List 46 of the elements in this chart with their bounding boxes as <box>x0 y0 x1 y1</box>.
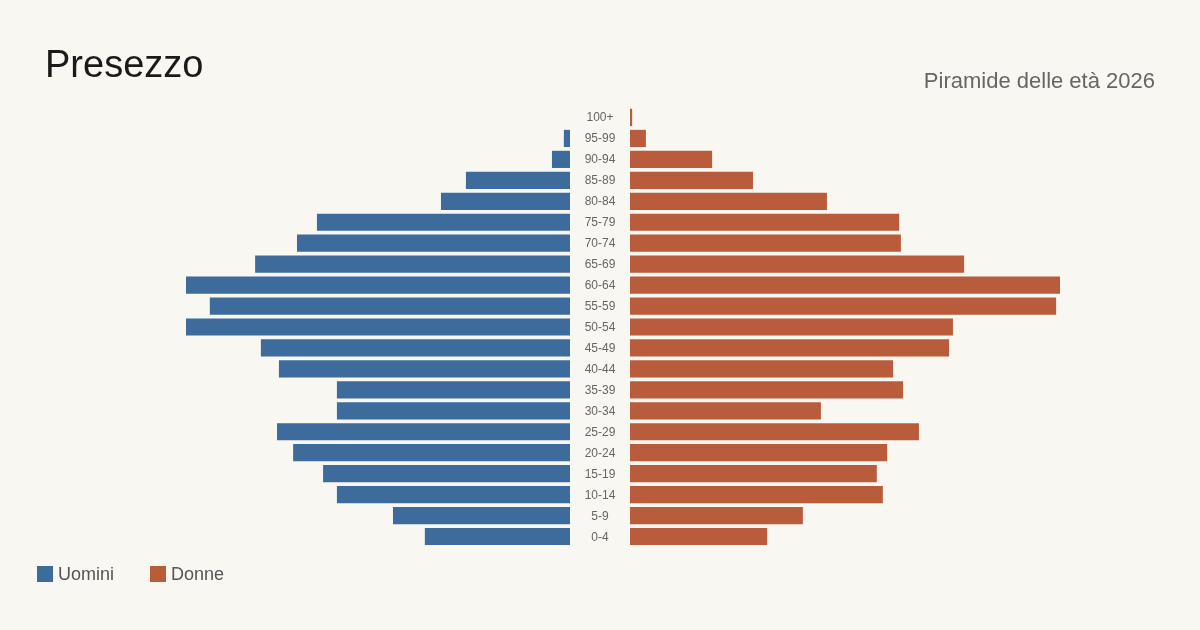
bar <box>630 255 965 273</box>
bar <box>630 402 821 420</box>
y-tick-label: 25-29 <box>584 424 616 439</box>
chart-subtitle: Piramide delle età 2026 <box>923 67 1156 93</box>
bar <box>630 465 877 483</box>
y-tick-label: 90-94 <box>584 152 616 167</box>
y-tick-label: 75-79 <box>584 215 616 230</box>
y-tick-label: 95-99 <box>584 131 616 146</box>
chart-title: Presezzo <box>45 43 204 85</box>
y-tick-label: 45-49 <box>584 340 616 355</box>
legend-label: Uomini <box>58 564 115 584</box>
y-tick-label: 55-59 <box>584 299 616 314</box>
bar <box>630 339 950 357</box>
legend-label: Donne <box>171 564 225 584</box>
y-tick-label: 5-9 <box>591 508 609 523</box>
y-tick-label: 70-74 <box>584 236 616 251</box>
bar <box>630 381 904 399</box>
bar <box>630 444 888 462</box>
bar <box>630 234 901 252</box>
y-tick-label: 40-44 <box>584 361 616 376</box>
y-tick-label: 0-4 <box>591 529 609 544</box>
bar <box>630 171 753 189</box>
bar <box>630 360 894 378</box>
y-tick-label: 80-84 <box>584 194 616 209</box>
y-tick-label: 100+ <box>586 110 614 125</box>
bar <box>630 423 919 441</box>
bar <box>630 192 827 210</box>
bar <box>630 129 646 148</box>
y-tick-label: 30-34 <box>584 403 616 418</box>
bar <box>630 213 900 231</box>
bar <box>630 276 1060 294</box>
bar <box>630 108 633 127</box>
y-tick-label: 10-14 <box>584 487 616 502</box>
y-tick-label: 60-64 <box>584 278 616 293</box>
y-tick-label: 35-39 <box>584 382 616 397</box>
bar <box>630 297 1057 315</box>
bar <box>630 150 713 168</box>
y-tick-label: 15-19 <box>584 466 616 481</box>
y-tick-label: 85-89 <box>584 173 616 188</box>
y-tick-label: 50-54 <box>584 320 616 334</box>
bar <box>630 318 953 336</box>
bar <box>630 486 883 504</box>
y-tick-label: 65-69 <box>584 257 616 272</box>
bar <box>630 506 803 525</box>
bar <box>630 527 768 546</box>
y-tick-label: 20-24 <box>584 445 616 460</box>
